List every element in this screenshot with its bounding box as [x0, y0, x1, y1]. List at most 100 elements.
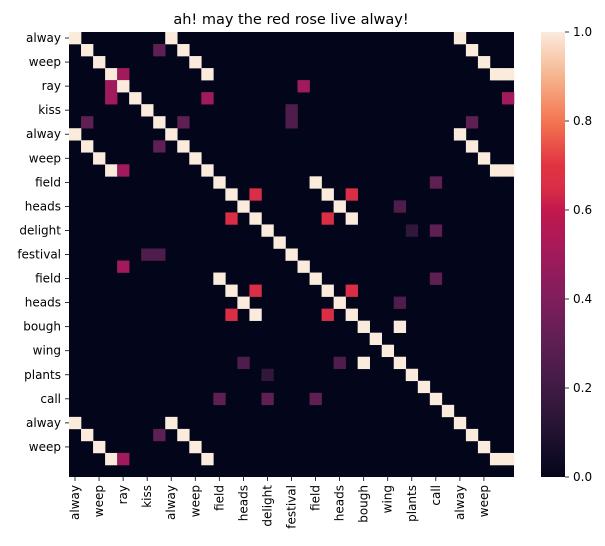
- colorbar-tick-label: 0.6: [573, 203, 592, 217]
- heatmap-cell: [117, 452, 130, 466]
- y-tick-label: alway: [26, 416, 61, 430]
- y-tick-label: weep: [29, 440, 61, 454]
- heatmap-cell: [357, 356, 370, 370]
- heatmap-cell: [225, 188, 238, 201]
- heatmap-cell: [105, 80, 118, 93]
- heatmap-cell: [477, 152, 491, 165]
- y-axis: alway weep ray kiss alway weep field heads delig…: [17, 31, 69, 454]
- heatmap-cell: [69, 32, 82, 45]
- heatmap-cell: [213, 176, 226, 189]
- x-tick-label: festival: [285, 485, 299, 529]
- heatmap-cell: [249, 188, 262, 201]
- y-tick-label: alway: [26, 31, 61, 45]
- x-tick-label: field: [212, 485, 226, 511]
- heatmap-cell: [297, 80, 310, 93]
- y-tick-label: heads: [25, 296, 61, 310]
- heatmap-cell: [153, 140, 166, 153]
- colorbar-axis: 0.0 0.2 0.4 0.6 0.8 1.0: [565, 25, 592, 484]
- heatmap-cell: [141, 248, 154, 261]
- y-tick-label: wing: [33, 344, 61, 358]
- heatmap-cell: [345, 284, 358, 297]
- heatmap-cell: [381, 344, 395, 358]
- y-tick-label: plants: [24, 368, 61, 382]
- heatmap-cell: [249, 284, 262, 297]
- heatmap-cell: [261, 224, 274, 237]
- y-tick-label: bough: [23, 320, 61, 334]
- heatmap-cell: [453, 128, 467, 141]
- y-tick-label: festival: [17, 248, 61, 262]
- heatmap-cell: [489, 452, 503, 466]
- heatmap-cell: [105, 68, 118, 81]
- heatmap-cell: [429, 224, 443, 237]
- heatmap-cell: [285, 104, 298, 117]
- colorbar-tick-label: 0.4: [573, 292, 592, 306]
- heatmap-cell: [321, 284, 334, 297]
- chart-title: ah! may the red rose live alway!: [173, 12, 408, 28]
- heatmap-cell: [345, 212, 358, 225]
- heatmap-cell: [477, 440, 491, 454]
- heatmap-cell: [501, 68, 515, 81]
- heatmap-cell: [345, 188, 358, 201]
- colorbar-tick-label: 0.2: [573, 381, 592, 395]
- heatmap-cell: [93, 56, 106, 69]
- heatmap-cell: [225, 308, 238, 321]
- heatmap-cell: [81, 428, 94, 442]
- x-tick-label: ray: [116, 485, 130, 504]
- heatmap-cell: [141, 104, 154, 117]
- heatmap-cell: [465, 140, 479, 153]
- heatmap-cell: [333, 356, 346, 370]
- x-axis: alway weep ray kiss alway weep field heads delig…: [68, 477, 491, 529]
- heatmap-cell: [93, 152, 106, 165]
- heatmap-cell: [201, 92, 214, 105]
- heatmap-cell: [165, 416, 178, 430]
- y-tick-label: call: [40, 392, 61, 406]
- x-tick-label: weep: [188, 485, 202, 517]
- x-tick-label: heads: [333, 485, 347, 521]
- heatmap-cell: [225, 284, 238, 297]
- heatmap-cell: [417, 380, 431, 394]
- colorbar-tick-label: 1.0: [573, 25, 592, 39]
- x-tick-label: alway: [453, 485, 467, 520]
- x-tick-label: plants: [405, 485, 419, 522]
- heatmap-cell: [117, 80, 130, 93]
- heatmap-cell: [405, 368, 419, 382]
- heatmap-cell: [477, 56, 491, 69]
- heatmap-cell: [177, 140, 190, 153]
- heatmap-cell: [177, 116, 190, 129]
- heatmap-cell: [321, 212, 334, 225]
- heatmap-cell: [465, 428, 479, 442]
- heatmap-cell: [489, 164, 503, 177]
- heatmap-cell: [177, 428, 190, 442]
- heatmap-cell: [105, 92, 118, 105]
- heatmap-cell: [273, 236, 286, 249]
- heatmap-cell: [153, 44, 166, 57]
- heatmap-cell: [393, 296, 407, 309]
- heatmap-cell: [441, 404, 455, 418]
- heatmap-cell: [321, 308, 334, 321]
- x-tick-label: alway: [68, 485, 82, 520]
- x-tick-label: field: [309, 485, 323, 511]
- heatmap-cell: [453, 32, 467, 45]
- heatmap-cell: [165, 32, 178, 45]
- heatmap-cell: [309, 272, 322, 285]
- heatmap-cell: [357, 320, 370, 333]
- colorbar-tick-label: 0.0: [573, 470, 592, 484]
- heatmap-cell: [201, 164, 214, 177]
- heatmap-cell: [429, 392, 443, 406]
- heatmap-cell: [81, 116, 94, 129]
- y-tick-label: alway: [26, 127, 61, 141]
- heatmap-cell: [117, 260, 130, 273]
- x-tick-label: weep: [92, 485, 106, 517]
- x-tick-label: bough: [357, 485, 371, 523]
- heatmap-cell: [189, 152, 202, 165]
- y-tick-label: weep: [29, 55, 61, 69]
- heatmap-cell: [201, 452, 214, 466]
- heatmap-cell: [465, 116, 479, 129]
- heatmap-cell: [165, 128, 178, 141]
- x-tick-label: weep: [477, 485, 491, 517]
- x-tick-label: wing: [381, 485, 395, 513]
- heatmap-cell: [117, 164, 130, 177]
- heatmap-cell: [261, 392, 274, 406]
- heatmap-cell: [189, 56, 202, 69]
